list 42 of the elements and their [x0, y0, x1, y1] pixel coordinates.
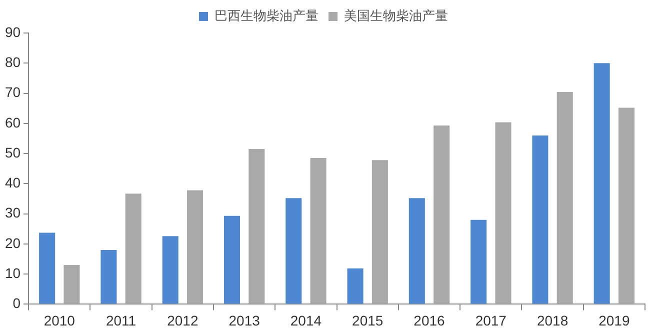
- x-tick-label: 2017: [475, 312, 507, 328]
- y-tick-label: 90: [4, 24, 21, 40]
- bar: [125, 194, 142, 304]
- x-tick-label: 2011: [106, 312, 136, 328]
- y-tick-label: 40: [4, 174, 21, 191]
- y-tick-label: 70: [4, 84, 21, 100]
- bar: [495, 122, 512, 304]
- y-tick-label: 50: [4, 144, 21, 160]
- x-tick-label: 2019: [598, 312, 630, 328]
- y-tick-label: 10: [4, 264, 21, 281]
- bar: [286, 198, 302, 304]
- x-tick-label: 2018: [536, 312, 568, 328]
- y-tick-label: 20: [4, 234, 21, 251]
- legend-label: 巴西生物柴油产量: [214, 8, 318, 24]
- bar: [556, 92, 573, 304]
- y-tick-label: 0: [12, 295, 21, 312]
- bar: [64, 265, 80, 304]
- bar: [532, 135, 548, 304]
- x-tick-label: 2012: [167, 312, 198, 328]
- x-tick-label: 2014: [290, 312, 322, 328]
- bar: [162, 236, 178, 304]
- bar: [224, 216, 240, 304]
- bar: [618, 108, 635, 304]
- bar: [372, 160, 388, 304]
- bar: [39, 232, 56, 304]
- bar: [248, 149, 265, 304]
- y-tick-label: 30: [4, 204, 21, 221]
- bar: [347, 268, 364, 304]
- bar: [470, 220, 487, 304]
- x-tick-label: 2013: [228, 312, 260, 328]
- bar: [310, 158, 326, 304]
- y-tick-label: 80: [4, 54, 21, 70]
- x-tick-label: 2016: [414, 312, 446, 328]
- bar: [594, 63, 610, 304]
- x-tick-label: 2010: [44, 312, 76, 328]
- x-tick-label: 2015: [352, 312, 384, 328]
- y-tick-label: 60: [4, 114, 21, 130]
- bar: [186, 190, 204, 304]
- legend-label: 美国生物柴油产量: [344, 8, 448, 24]
- bar: [100, 250, 117, 304]
- bar: [408, 198, 425, 304]
- bar: [434, 126, 450, 304]
